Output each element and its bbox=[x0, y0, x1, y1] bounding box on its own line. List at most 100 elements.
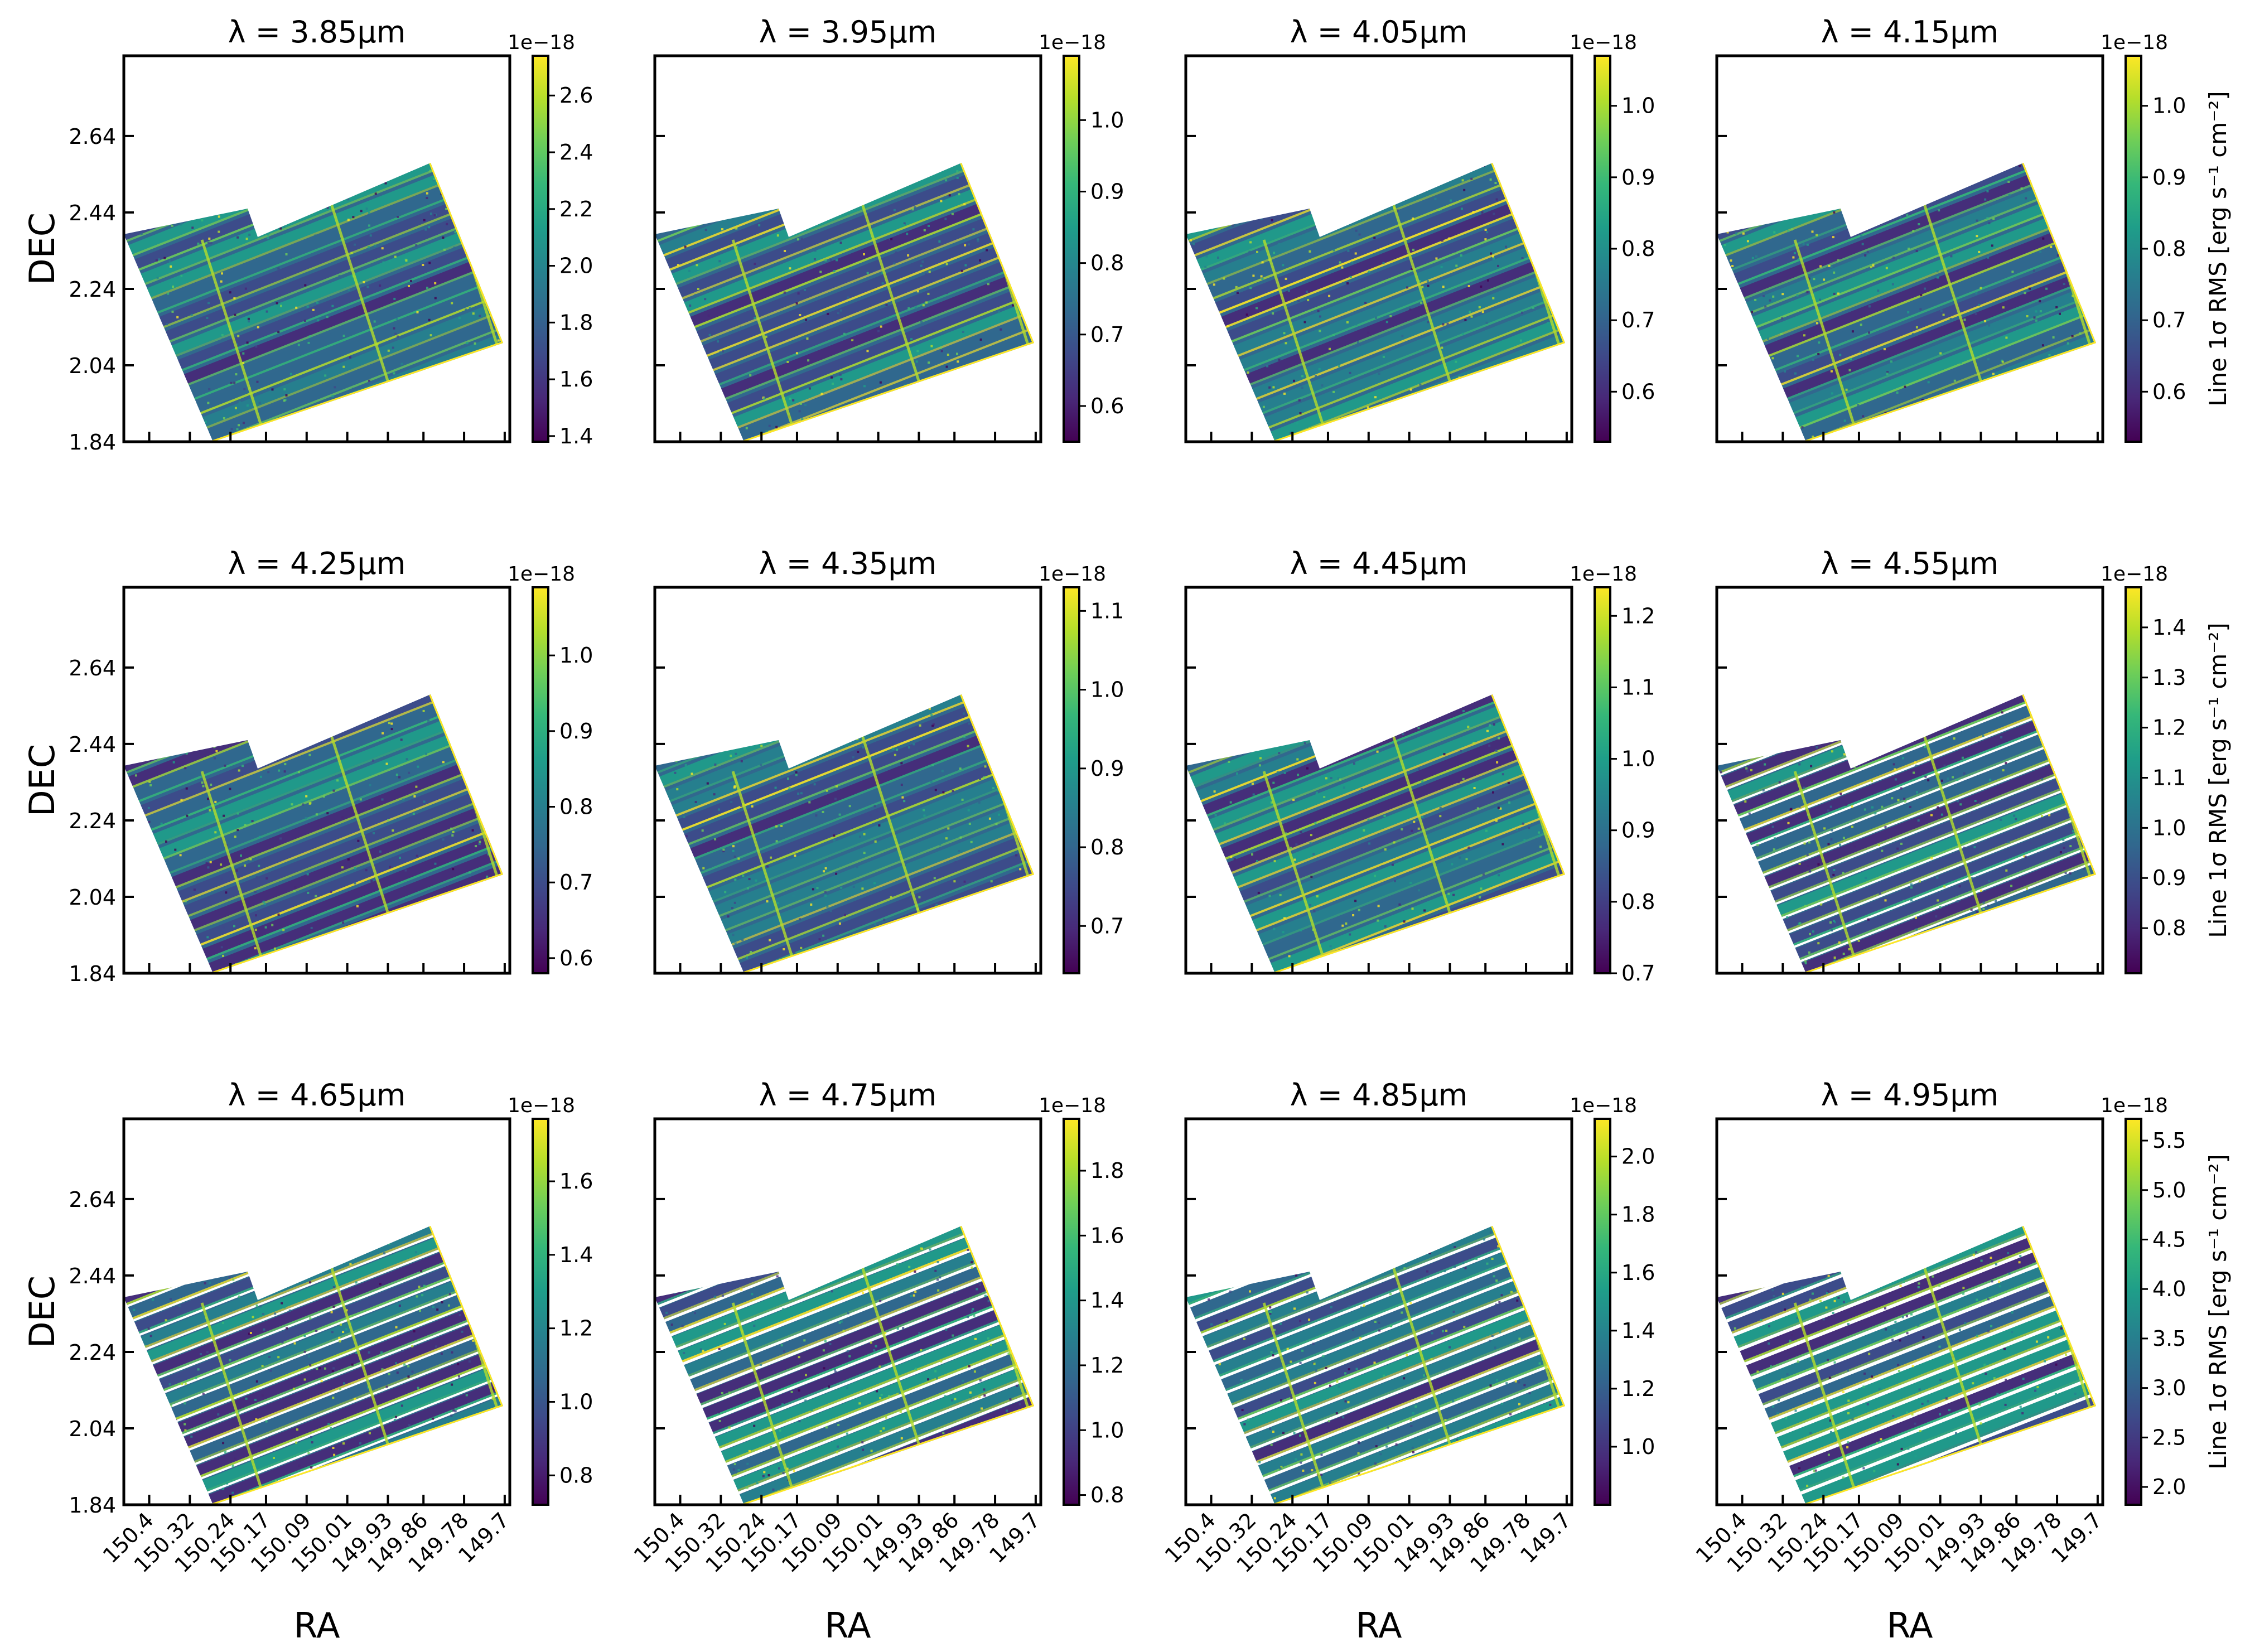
cbar-tick-label: 5.5 bbox=[2152, 1128, 2186, 1153]
cbar-tick-label: 1.6 bbox=[1090, 1223, 1124, 1248]
cbar-tick-label: 2.0 bbox=[2152, 1475, 2186, 1499]
cbar-tick-label: 1.0 bbox=[559, 643, 593, 668]
cbar-tick-label: 1.1 bbox=[2152, 766, 2186, 790]
ylabel: DEC bbox=[22, 744, 62, 817]
panel-title: λ = 4.15μm bbox=[1821, 15, 1999, 50]
panel-3: λ = 4.05μm 0.6 0.7 0.8 0.9 1.0 1e−18 bbox=[1184, 15, 1655, 443]
cbar-tick-label: 1.0 bbox=[1090, 1418, 1124, 1442]
cbar-tick-label: 0.8 bbox=[1090, 835, 1124, 859]
dec-tick-label: 1.84 bbox=[69, 430, 116, 455]
cbar-tick-label: 0.7 bbox=[559, 870, 593, 895]
cbar-tick-label: 0.7 bbox=[1090, 322, 1124, 347]
cbar-tick-label: 1.3 bbox=[2152, 665, 2186, 690]
colorbar: 0.8 1.0 1.2 1.4 1.6 1e−18 bbox=[508, 1094, 593, 1506]
dec-tick-label: 2.24 bbox=[69, 809, 116, 833]
axes-frame bbox=[1715, 586, 2104, 975]
axes-frame bbox=[1715, 54, 2104, 443]
cbar-exponent: 1e−18 bbox=[508, 563, 575, 586]
cbar-tick-label: 0.9 bbox=[1090, 179, 1124, 204]
colorbar: 0.7 0.8 0.9 1.0 1.1 1e−18 bbox=[1039, 563, 1124, 974]
cbar-tick-label: 0.9 bbox=[1621, 818, 1655, 843]
cbar-tick-label: 1.0 bbox=[559, 1389, 593, 1414]
colorbar: 0.6 0.7 0.8 0.9 1.0 1e−18 Line 1σ RMS [erg s⁻¹… bbox=[2101, 31, 2232, 443]
cbar-tick-label: 0.8 bbox=[1621, 236, 1655, 261]
cbar-tick-label: 1.4 bbox=[559, 1243, 593, 1267]
axes-frame bbox=[122, 54, 511, 443]
cbar-tick-label: 1.0 bbox=[1621, 747, 1655, 771]
colorbar: 0.6 0.7 0.8 0.9 1.0 1e−18 bbox=[508, 563, 593, 974]
colorbar: 0.8 1.0 1.2 1.4 1.6 1.8 1e−18 bbox=[1039, 1094, 1124, 1508]
cbar-tick-label: 0.7 bbox=[1621, 961, 1655, 986]
xlabel: RA bbox=[294, 1605, 340, 1646]
cbar-exponent: 1e−18 bbox=[1570, 31, 1637, 54]
cbar-tick-label: 1.2 bbox=[1621, 1376, 1655, 1401]
cbar-exponent: 1e−18 bbox=[1570, 1094, 1637, 1117]
cbar-tick-label: 1.0 bbox=[2152, 94, 2186, 118]
cbar-tick-label: 1.0 bbox=[1090, 678, 1124, 702]
cbar-tick-label: 0.9 bbox=[2152, 165, 2186, 190]
axes-frame bbox=[1184, 1117, 1573, 1506]
xlabel: RA bbox=[1887, 1605, 1933, 1646]
cbar-tick-label: 1.1 bbox=[1621, 675, 1655, 699]
panel-title: λ = 4.75μm bbox=[759, 1078, 937, 1113]
colorbar: 0.6 0.7 0.8 0.9 1.0 1e−18 bbox=[1570, 31, 1655, 443]
colorbar: 1.4 1.6 1.8 2.0 2.2 2.4 2.6 1e−18 bbox=[508, 31, 593, 448]
cbar-tick-label: 1.2 bbox=[1621, 603, 1655, 628]
panel-1: λ = 3.85μm1.842.042.242.442.64DEC1.41.61… bbox=[22, 15, 593, 455]
dec-tick-label: 2.44 bbox=[69, 1264, 116, 1288]
rms-map bbox=[124, 694, 503, 973]
cbar-tick-label: 0.8 bbox=[1090, 251, 1124, 276]
cbar-tick-label: 2.2 bbox=[559, 197, 593, 221]
colorbar: 2.0 2.5 3.0 3.5 4.0 4.5 5.0 5.5 1e−18 Line 1σ RMS… bbox=[2101, 1094, 2232, 1506]
cbar-tick-label: 1.6 bbox=[559, 367, 593, 392]
cbar-tick-label: 1.8 bbox=[1090, 1158, 1124, 1183]
cbar-tick-label: 1.0 bbox=[1621, 94, 1655, 118]
rms-map bbox=[1186, 163, 1565, 442]
rms-map bbox=[1186, 694, 1565, 973]
cbar-exponent: 1e−18 bbox=[1039, 563, 1106, 586]
cbar-tick-label: 3.5 bbox=[2152, 1326, 2186, 1351]
axes-frame bbox=[1184, 54, 1573, 443]
cbar-tick-label: 0.8 bbox=[559, 794, 593, 819]
panel-8: λ = 4.55μm 0.8 0.9 1.0 1.1 1.2 1.3 1.4 1e−18 Line… bbox=[1715, 546, 2232, 975]
cbar-tick-label: 2.4 bbox=[559, 140, 593, 165]
dec-tick-label: 2.04 bbox=[69, 354, 116, 378]
axes-frame bbox=[1184, 586, 1573, 975]
axes-frame bbox=[1715, 1117, 2104, 1506]
panel-10: λ = 4.75μm150.4150.32150.24150.17150.091… bbox=[629, 1078, 1124, 1646]
cbar-label: Line 1σ RMS [erg s⁻¹ cm⁻²] bbox=[2204, 91, 2232, 406]
panel-title: λ = 3.95μm bbox=[759, 15, 937, 50]
panel-7: λ = 4.45μm 0.7 0.8 0.9 1.0 1.1 1.2 1e−18 bbox=[1184, 546, 1655, 986]
panel-title: λ = 4.95μm bbox=[1821, 1078, 1999, 1113]
panel-title: λ = 4.25μm bbox=[228, 546, 406, 581]
cbar-tick-label: 0.7 bbox=[2152, 308, 2186, 332]
panel-title: λ = 3.85μm bbox=[228, 15, 406, 50]
colorbar: 0.8 0.9 1.0 1.1 1.2 1.3 1.4 1e−18 Line 1σ RMS [e… bbox=[2101, 563, 2232, 974]
cbar-exponent: 1e−18 bbox=[1039, 1094, 1106, 1117]
cbar-tick-label: 0.6 bbox=[559, 946, 593, 970]
dec-tick-label: 1.84 bbox=[69, 962, 116, 986]
cbar-tick-label: 0.7 bbox=[1621, 308, 1655, 332]
cbar-tick-label: 0.9 bbox=[1621, 165, 1655, 190]
axes-frame bbox=[122, 1117, 511, 1506]
cbar-tick-label: 1.8 bbox=[1621, 1202, 1655, 1227]
dec-tick-label: 2.44 bbox=[69, 732, 116, 757]
cbar-tick-label: 0.9 bbox=[1090, 756, 1124, 781]
cbar-tick-label: 2.0 bbox=[1621, 1144, 1655, 1169]
cbar-tick-label: 1.2 bbox=[559, 1316, 593, 1341]
cbar-tick-label: 1.2 bbox=[2152, 716, 2186, 740]
cbar-tick-label: 0.9 bbox=[559, 719, 593, 743]
cbar-exponent: 1e−18 bbox=[1570, 563, 1637, 586]
cbar-tick-label: 1.0 bbox=[2152, 815, 2186, 840]
cbar-tick-label: 0.7 bbox=[1090, 914, 1124, 938]
dec-tick-label: 2.04 bbox=[69, 1417, 116, 1441]
cbar-tick-label: 2.0 bbox=[559, 254, 593, 278]
cbar-tick-label: 2.5 bbox=[2152, 1425, 2186, 1450]
cbar-exponent: 1e−18 bbox=[2101, 563, 2168, 586]
cbar-tick-label: 0.6 bbox=[1621, 379, 1655, 404]
colorbar: 0.7 0.8 0.9 1.0 1.1 1.2 1e−18 bbox=[1570, 563, 1655, 986]
cbar-tick-label: 1.4 bbox=[559, 424, 593, 448]
rms-map bbox=[124, 163, 503, 442]
cbar-tick-label: 4.5 bbox=[2152, 1227, 2186, 1252]
cbar-tick-label: 1.8 bbox=[559, 310, 593, 335]
